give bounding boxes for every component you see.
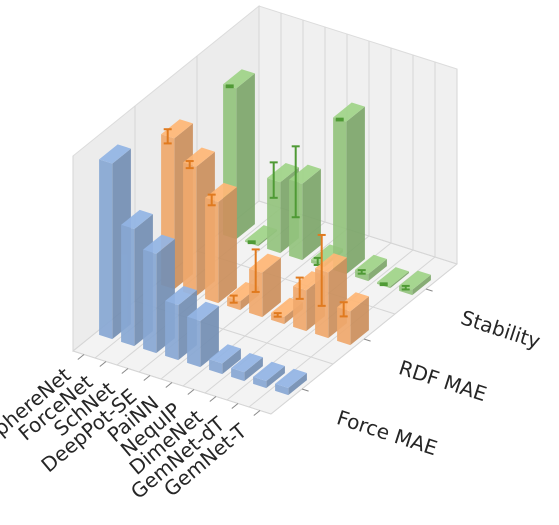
error-bar bbox=[295, 276, 304, 300]
bar-side bbox=[244, 357, 263, 382]
bar-side bbox=[222, 348, 241, 375]
bar-front bbox=[183, 162, 197, 297]
error-bar bbox=[225, 84, 234, 89]
bar-top bbox=[223, 69, 255, 89]
bar bbox=[209, 344, 241, 375]
error-bar bbox=[269, 161, 278, 199]
tick-mark bbox=[121, 368, 129, 374]
error-bar bbox=[185, 160, 194, 170]
bar-top bbox=[337, 292, 369, 312]
bar-front bbox=[275, 383, 289, 396]
bar-front bbox=[289, 179, 303, 261]
bar-top bbox=[253, 361, 285, 382]
error-bar bbox=[291, 145, 300, 219]
bar-side bbox=[350, 296, 369, 346]
tick-mark bbox=[231, 403, 239, 409]
tick-mark bbox=[99, 361, 107, 367]
bar-side bbox=[218, 187, 237, 304]
error-bar bbox=[273, 312, 282, 318]
bar bbox=[205, 182, 237, 304]
bar-top bbox=[161, 119, 193, 139]
bar-front bbox=[355, 269, 369, 282]
bar-top bbox=[205, 182, 237, 203]
tick-mark bbox=[209, 396, 217, 402]
error-bar bbox=[207, 193, 216, 207]
bar-front bbox=[231, 368, 245, 382]
bar-side bbox=[412, 274, 431, 296]
bar-front bbox=[267, 177, 281, 254]
error-bar bbox=[335, 117, 344, 122]
tick-mark bbox=[165, 382, 173, 388]
bar-top bbox=[165, 285, 197, 306]
bar-top bbox=[187, 301, 219, 322]
bar-top bbox=[333, 102, 365, 122]
bar-front bbox=[293, 286, 307, 332]
tick-mark bbox=[363, 338, 371, 342]
bar-side bbox=[288, 373, 307, 396]
tick-mark bbox=[187, 389, 195, 395]
error-bar bbox=[339, 301, 348, 318]
bar-top bbox=[249, 253, 281, 273]
bar-front bbox=[333, 117, 347, 275]
bar-front bbox=[271, 312, 285, 325]
error-bar bbox=[401, 284, 410, 291]
bar-top bbox=[289, 164, 321, 184]
bar-top bbox=[143, 234, 175, 254]
bar-top bbox=[99, 144, 131, 164]
bar-front bbox=[205, 197, 219, 304]
bar-side bbox=[262, 257, 281, 318]
bar-top bbox=[231, 353, 263, 373]
y-tick-label: Stability bbox=[458, 305, 543, 353]
bar-front bbox=[121, 224, 135, 347]
error-bar bbox=[247, 240, 256, 245]
y-tick-label: RDF MAE bbox=[396, 355, 490, 406]
bar-side bbox=[346, 106, 365, 275]
bar-side bbox=[368, 259, 387, 282]
bar bbox=[333, 102, 365, 275]
bar-front bbox=[165, 300, 179, 361]
bar-front bbox=[143, 249, 157, 354]
error-bar bbox=[357, 269, 366, 275]
tick-mark bbox=[301, 388, 309, 392]
bar-top bbox=[315, 253, 347, 273]
bar-top bbox=[267, 162, 299, 183]
error-bar bbox=[229, 294, 238, 304]
y-tick-label: Force MAE bbox=[334, 405, 440, 460]
bar bbox=[275, 368, 307, 396]
bar bbox=[187, 301, 219, 368]
bar-side bbox=[200, 306, 219, 368]
bar-side bbox=[236, 73, 255, 240]
tick-mark bbox=[425, 288, 433, 292]
bar-side bbox=[302, 168, 321, 261]
tick-mark bbox=[253, 410, 261, 416]
error-bar bbox=[251, 248, 260, 293]
error-bar bbox=[163, 128, 172, 145]
bar-front bbox=[187, 316, 201, 368]
bar-front bbox=[99, 159, 113, 340]
error-bar bbox=[379, 282, 388, 287]
tick-mark bbox=[77, 354, 85, 360]
bar bbox=[231, 353, 263, 382]
bar-top bbox=[121, 209, 153, 230]
bar-front bbox=[209, 359, 223, 375]
tick-mark bbox=[143, 375, 151, 381]
bar bbox=[289, 164, 321, 261]
bar-top bbox=[209, 344, 241, 364]
bar-side bbox=[266, 366, 285, 389]
error-bar bbox=[317, 233, 326, 307]
bar-side bbox=[390, 271, 409, 289]
bar bbox=[253, 361, 285, 389]
bar-front bbox=[253, 376, 267, 389]
bar-top bbox=[377, 267, 409, 287]
bar-top bbox=[275, 368, 307, 389]
